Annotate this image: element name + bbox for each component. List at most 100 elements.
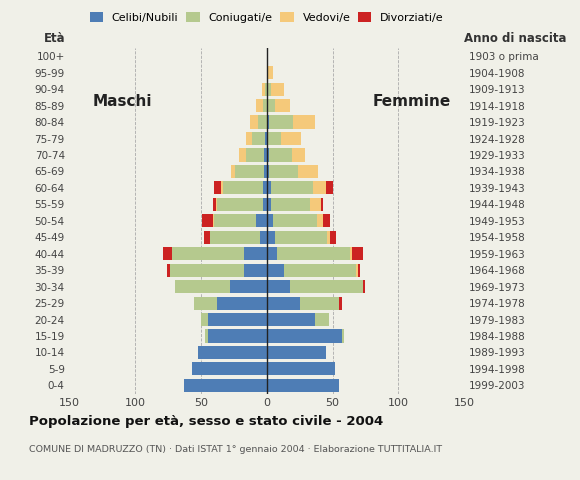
- Text: COMUNE DI MADRUZZO (TN) · Dati ISTAT 1° gennaio 2004 · Elaborazione TUTTITALIA.I: COMUNE DI MADRUZZO (TN) · Dati ISTAT 1° …: [29, 445, 442, 455]
- Bar: [267, 362, 335, 375]
- Bar: [202, 214, 213, 228]
- Bar: [201, 313, 208, 326]
- Bar: [281, 132, 301, 145]
- Bar: [258, 116, 267, 129]
- Bar: [292, 148, 305, 162]
- Bar: [263, 198, 267, 211]
- Bar: [267, 132, 268, 145]
- Bar: [267, 181, 271, 194]
- Bar: [267, 379, 339, 392]
- Bar: [293, 116, 316, 129]
- Bar: [256, 214, 267, 228]
- Bar: [267, 165, 270, 178]
- Bar: [273, 214, 317, 228]
- Bar: [163, 247, 172, 260]
- Bar: [198, 346, 267, 359]
- Bar: [291, 280, 362, 293]
- Bar: [262, 83, 266, 96]
- Bar: [175, 280, 230, 293]
- Bar: [167, 264, 169, 277]
- Bar: [271, 181, 313, 194]
- Bar: [313, 181, 326, 194]
- Bar: [300, 297, 339, 310]
- Text: Femmine: Femmine: [372, 95, 451, 109]
- Bar: [169, 264, 244, 277]
- Bar: [260, 231, 267, 244]
- Bar: [357, 264, 360, 277]
- Bar: [264, 148, 267, 162]
- Bar: [217, 297, 267, 310]
- Bar: [211, 231, 260, 244]
- Bar: [330, 231, 336, 244]
- Bar: [327, 231, 330, 244]
- Bar: [213, 214, 214, 228]
- Text: Popolazione per età, sesso e stato civile - 2004: Popolazione per età, sesso e stato civil…: [29, 415, 383, 428]
- Text: Anno di nascita: Anno di nascita: [464, 32, 567, 45]
- Bar: [267, 198, 271, 211]
- Bar: [223, 181, 263, 194]
- Bar: [235, 165, 264, 178]
- Bar: [326, 181, 332, 194]
- Bar: [316, 313, 329, 326]
- Bar: [362, 280, 365, 293]
- Bar: [267, 329, 342, 343]
- Bar: [244, 264, 267, 277]
- Bar: [267, 83, 271, 96]
- Bar: [267, 313, 316, 326]
- Bar: [204, 231, 211, 244]
- Bar: [172, 247, 244, 260]
- Bar: [213, 198, 216, 211]
- Bar: [267, 116, 270, 129]
- Bar: [231, 165, 235, 178]
- Bar: [264, 165, 267, 178]
- Bar: [352, 247, 362, 260]
- Bar: [268, 132, 281, 145]
- Bar: [267, 66, 273, 79]
- Bar: [266, 83, 267, 96]
- Bar: [194, 297, 217, 310]
- Text: Maschi: Maschi: [92, 95, 152, 109]
- Bar: [284, 264, 356, 277]
- Bar: [267, 214, 273, 228]
- Bar: [350, 247, 352, 260]
- Bar: [356, 264, 357, 277]
- Bar: [271, 83, 284, 96]
- Bar: [244, 247, 267, 260]
- Bar: [250, 116, 258, 129]
- Bar: [263, 181, 267, 194]
- Bar: [267, 280, 291, 293]
- Bar: [298, 165, 318, 178]
- Bar: [214, 214, 256, 228]
- Bar: [339, 297, 342, 310]
- Bar: [263, 99, 267, 112]
- Bar: [217, 198, 263, 211]
- Bar: [221, 181, 223, 194]
- Bar: [267, 99, 275, 112]
- Bar: [267, 264, 284, 277]
- Bar: [277, 247, 350, 260]
- Bar: [266, 132, 267, 145]
- Bar: [239, 148, 246, 162]
- Bar: [216, 198, 217, 211]
- Bar: [270, 148, 292, 162]
- Bar: [208, 313, 267, 326]
- Text: Età: Età: [44, 32, 66, 45]
- Bar: [267, 247, 277, 260]
- Bar: [246, 132, 252, 145]
- Bar: [271, 198, 310, 211]
- Bar: [208, 329, 267, 343]
- Bar: [267, 346, 326, 359]
- Bar: [275, 231, 327, 244]
- Bar: [270, 116, 293, 129]
- Bar: [252, 132, 266, 145]
- Bar: [321, 198, 323, 211]
- Bar: [192, 362, 267, 375]
- Bar: [317, 214, 323, 228]
- Bar: [342, 329, 345, 343]
- Bar: [214, 181, 221, 194]
- Bar: [310, 198, 321, 211]
- Legend: Celibi/Nubili, Coniugati/e, Vedovi/e, Divorziati/e: Celibi/Nubili, Coniugati/e, Vedovi/e, Di…: [85, 8, 448, 27]
- Bar: [267, 231, 275, 244]
- Bar: [256, 99, 263, 112]
- Bar: [205, 329, 208, 343]
